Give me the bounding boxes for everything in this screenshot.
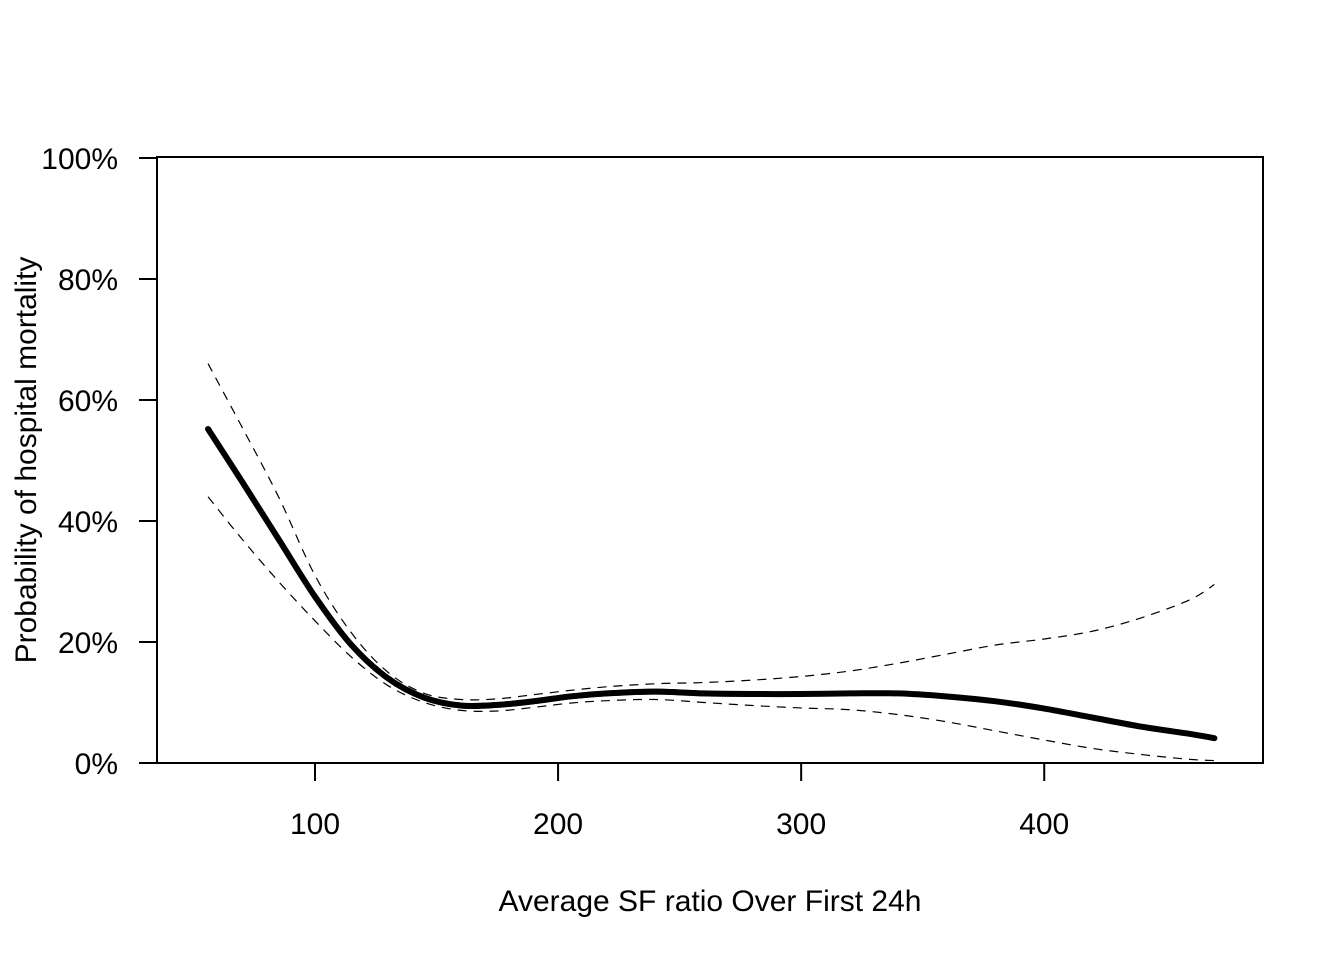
x-axis: 100 200 300 400 <box>290 763 1069 841</box>
y-axis: 0% 20% 40% 60% 80% 100% <box>41 143 157 781</box>
y-tick-label: 20% <box>58 627 118 660</box>
x-tick-label: 300 <box>776 808 826 841</box>
y-tick-label: 0% <box>75 748 118 781</box>
y-axis-label: Probability of hospital mortality <box>10 257 43 664</box>
plot-frame <box>156 156 1264 764</box>
y-tick-label: 60% <box>58 385 118 418</box>
x-tick-label: 100 <box>290 808 340 841</box>
y-tick-label: 40% <box>58 506 118 539</box>
estimate-line <box>205 426 1218 742</box>
estimate-outline <box>277 536 753 705</box>
x-tick-label: 400 <box>1019 808 1069 841</box>
x-axis-label: Average SF ratio Over First 24h <box>499 885 922 918</box>
y-tick-label: 80% <box>58 264 118 297</box>
ci-line-upper-ci <box>207 363 1215 701</box>
y-tick-label: 100% <box>41 143 118 176</box>
ci-line-lower-ci <box>207 496 1215 762</box>
series-layer <box>205 363 1218 762</box>
x-tick-label: 200 <box>533 808 583 841</box>
